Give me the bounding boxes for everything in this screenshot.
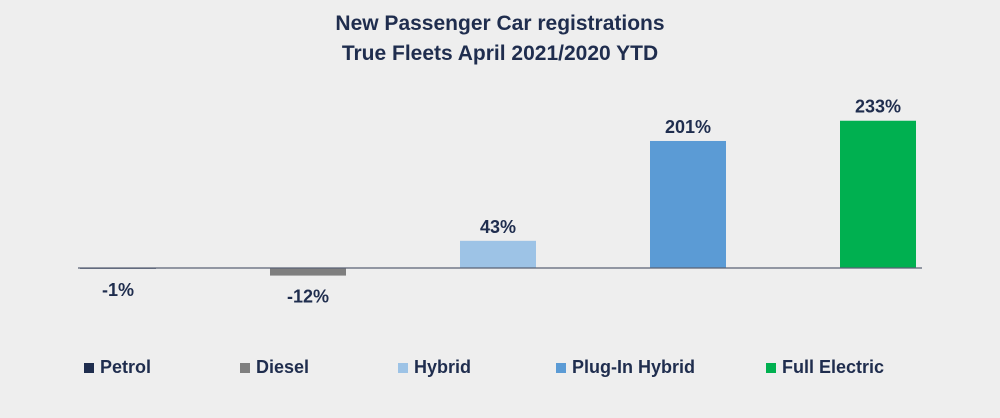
legend-swatch <box>556 362 566 373</box>
legend-label: Petrol <box>100 357 152 377</box>
legend-label: Diesel <box>256 357 310 377</box>
legend-item: Hybrid <box>398 357 471 378</box>
legend-item: Plug-In Hybrid <box>556 357 695 378</box>
bar-hybrid <box>460 240 536 268</box>
bar-plug-in-hybrid <box>650 140 726 268</box>
legend-label: Full Electric <box>782 357 885 377</box>
legend-swatch <box>240 362 250 373</box>
chart-legend: Petrol Diesel Hybrid Plug-In Hybrid Full Ele… <box>0 357 1000 381</box>
legend-label: Plug-In Hybrid <box>572 357 695 377</box>
legend-item: Full Electric <box>766 357 884 378</box>
legend-swatch <box>84 362 94 373</box>
data-label: -1% <box>102 280 134 300</box>
bar-full-electric <box>840 120 916 268</box>
data-label: 201% <box>665 117 711 137</box>
legend-item: Petrol <box>84 357 151 378</box>
legend-swatch <box>398 362 408 373</box>
legend-label: Hybrid <box>414 357 472 377</box>
data-label: -12% <box>287 287 329 307</box>
chart-title: New Passenger Car registrations <box>335 12 665 35</box>
data-label: 43% <box>480 217 516 237</box>
legend-item: Diesel <box>240 357 309 378</box>
bar-diesel <box>270 268 346 276</box>
data-label: 233% <box>855 97 901 117</box>
chart-subtitle: True Fleets April 2021/2020 YTD <box>341 42 659 65</box>
legend-swatch <box>766 362 776 373</box>
